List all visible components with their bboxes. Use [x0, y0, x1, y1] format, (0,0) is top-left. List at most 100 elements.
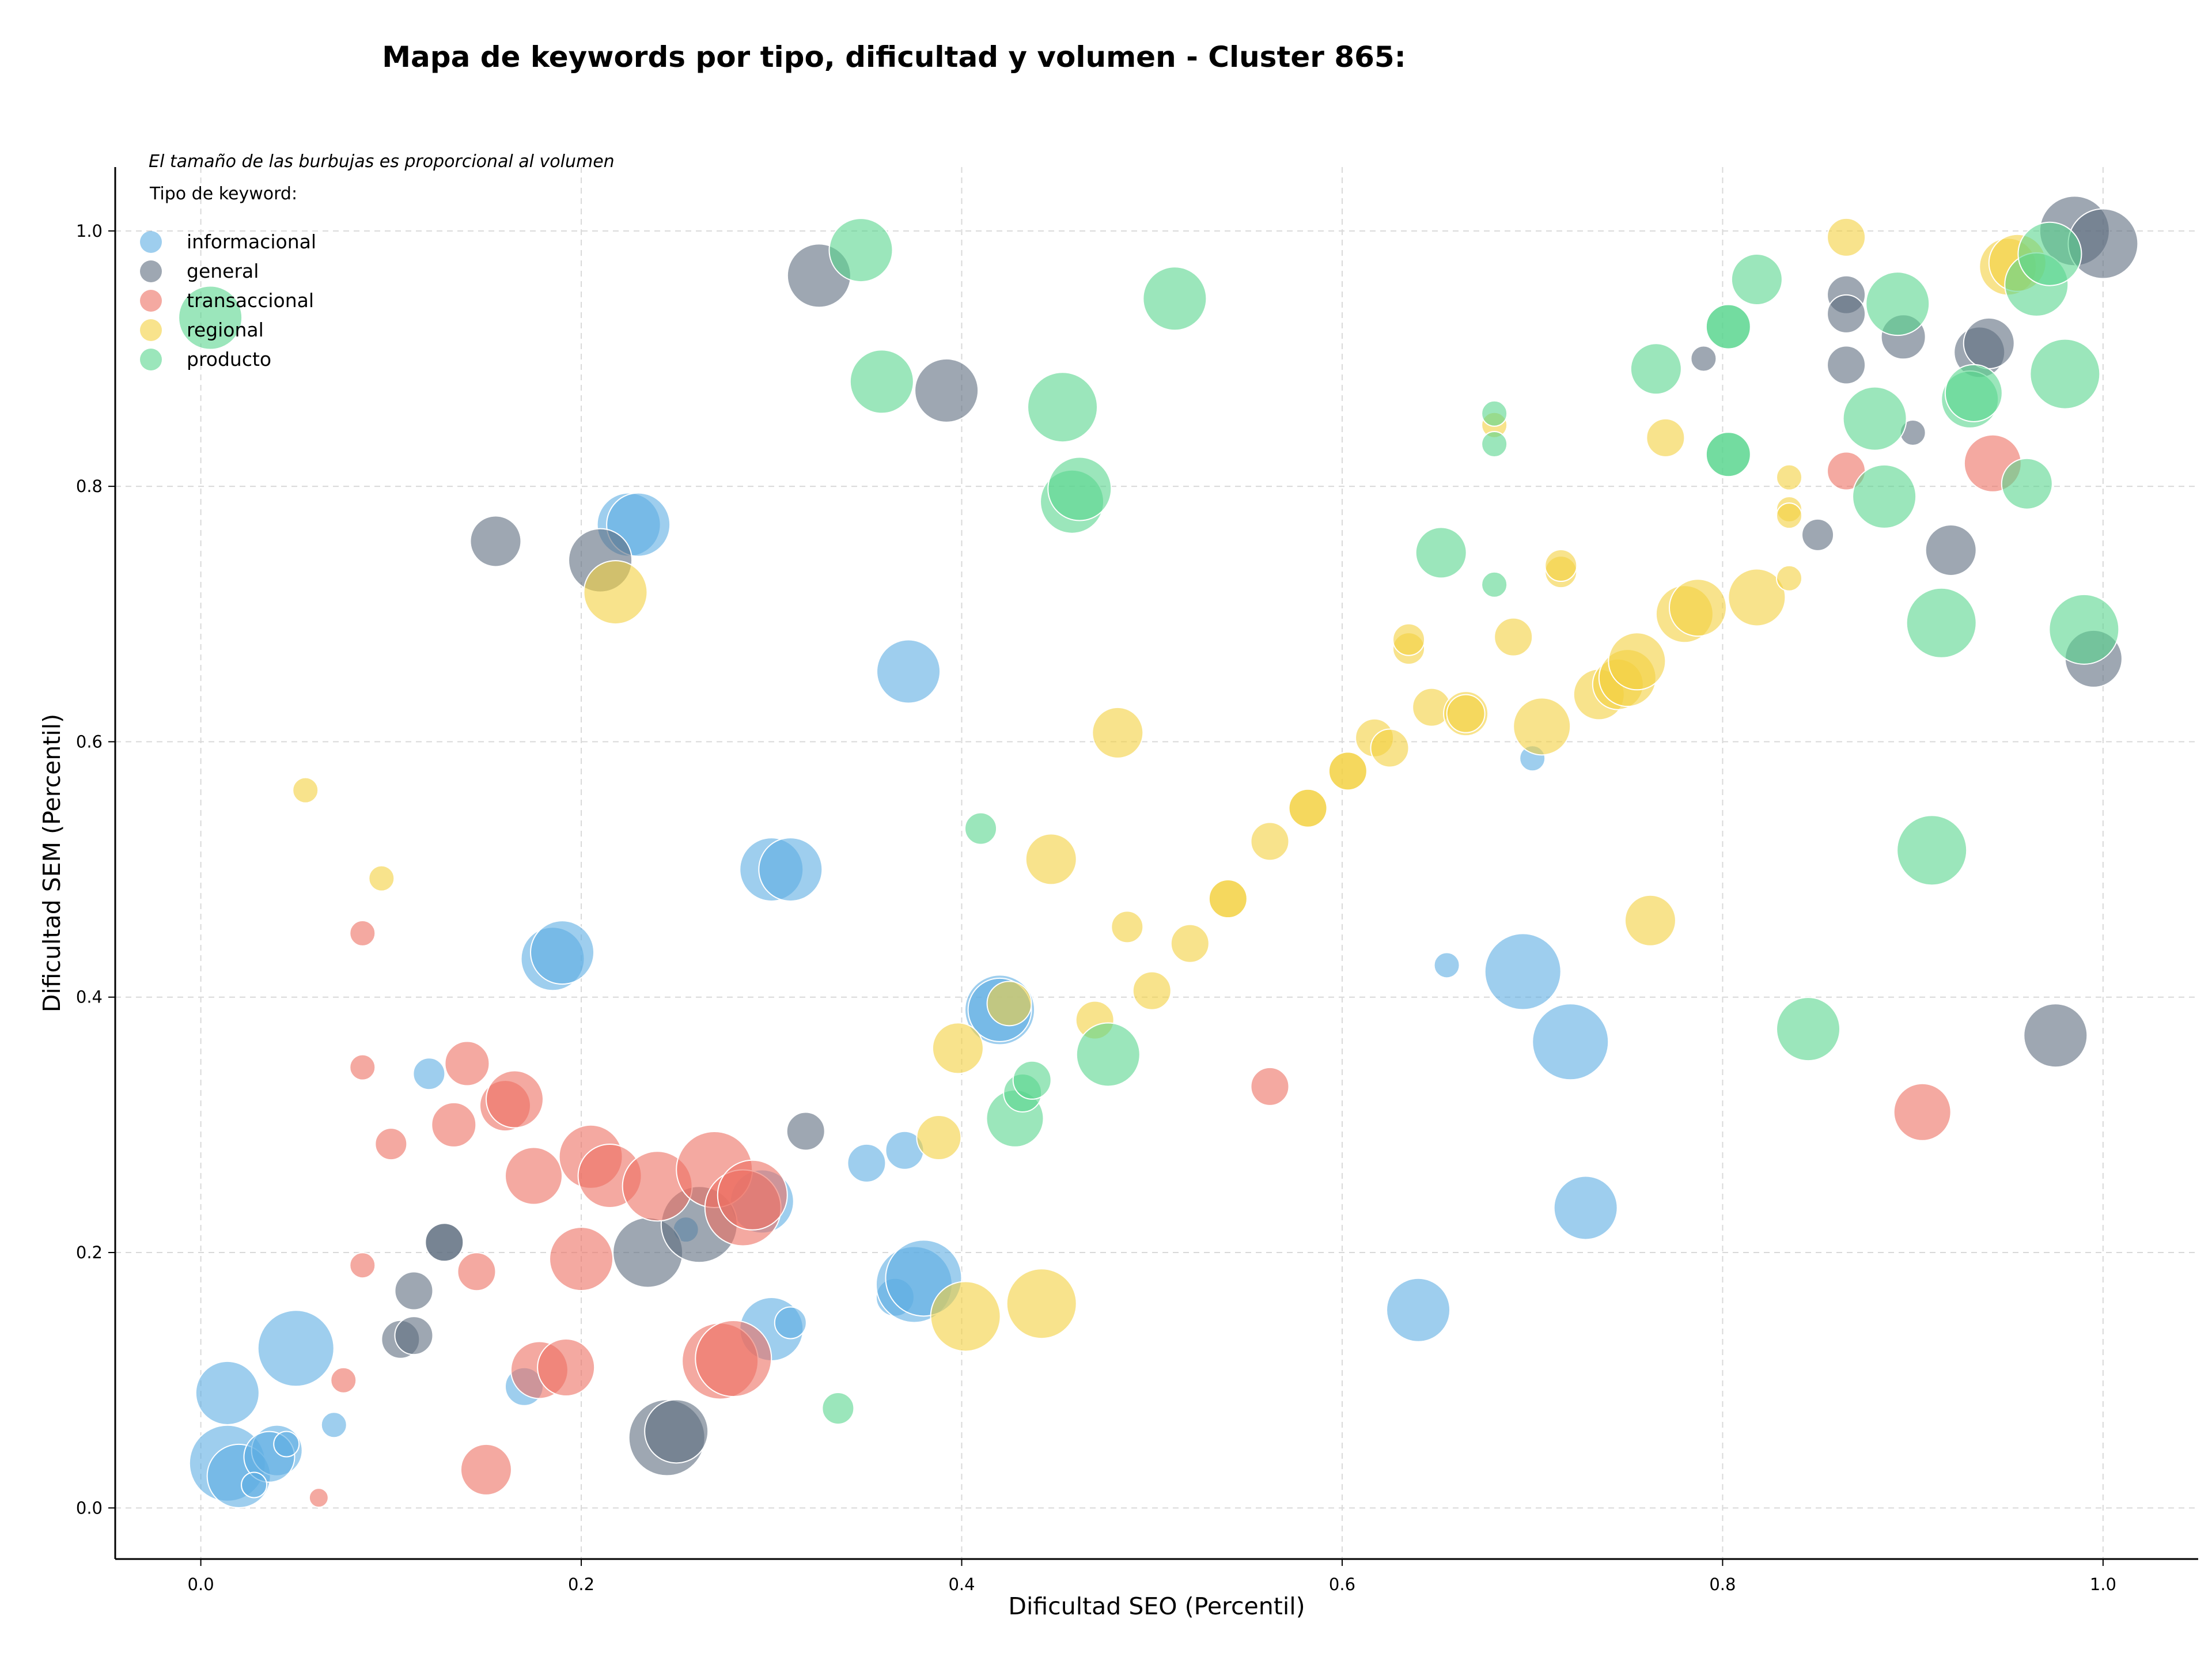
bubble-producto [2001, 457, 2053, 510]
bubble-producto [2029, 338, 2101, 410]
bubble-informacional [195, 1360, 260, 1425]
bubble-general [786, 1111, 825, 1151]
y-tick-label: 0.8 [76, 476, 103, 496]
y-axis-ticks: 0.0 0.2 0.4 0.6 0.8 1.0 [76, 221, 115, 1518]
bubble-regional [1646, 418, 1685, 457]
y-tick-label: 0.4 [76, 987, 103, 1007]
bubble-producto [1027, 372, 1099, 443]
grid-lines [115, 167, 2198, 1559]
bubble-transaccional [537, 1338, 596, 1397]
bubble-producto [828, 218, 893, 283]
bubble-producto [1047, 456, 1112, 521]
x-tick-label: 0.0 [188, 1575, 214, 1594]
bubble-informacional [241, 1471, 268, 1499]
bubble-transaccional [695, 1320, 772, 1398]
bubble-transaccional [549, 1227, 614, 1292]
x-axis-label: Dificultad SEO (Percentil) [1008, 1592, 1305, 1620]
bubble-transaccional [1893, 1083, 1952, 1141]
y-tick-label: 1.0 [76, 221, 103, 241]
bubble-general [425, 1223, 464, 1262]
bubble-producto [1075, 1022, 1141, 1087]
bubble-regional [1776, 464, 1803, 491]
bubble-transaccional [349, 1252, 376, 1279]
bubble-transaccional [457, 1252, 497, 1292]
bubble-regional [986, 981, 1032, 1027]
x-tick-label: 0.4 [948, 1575, 975, 1594]
bubble-layer [178, 195, 2139, 1508]
bubble-regional [1092, 706, 1144, 759]
bubble-producto [1142, 266, 1207, 331]
bubble-producto [1481, 400, 1508, 427]
x-tick-label: 0.6 [1329, 1575, 1355, 1594]
bubble-regional [583, 560, 648, 625]
legend-label-informacional: informacional [187, 230, 316, 253]
bubble-transaccional [431, 1102, 477, 1148]
bubble-general [394, 1271, 434, 1311]
bubble-informacional [273, 1431, 300, 1458]
y-tick-label: 0.0 [76, 1498, 103, 1518]
bubble-producto [849, 349, 914, 414]
bubble-regional [1776, 502, 1803, 529]
bubble-producto [1705, 304, 1751, 350]
bubble-regional [1624, 894, 1676, 947]
x-tick-label: 1.0 [2090, 1575, 2116, 1594]
bubble-transaccional [374, 1127, 408, 1161]
bubble-informacional [320, 1412, 347, 1439]
bubble-general [1801, 518, 1835, 551]
bubble-producto [1906, 587, 1977, 659]
bubble-regional [1250, 822, 1290, 861]
bubble-regional [1208, 879, 1248, 919]
bubble-producto [1481, 571, 1508, 598]
legend: El tamaño de las burbujas es proporciona… [140, 152, 615, 370]
bubble-producto [178, 285, 243, 350]
bubble-regional [1392, 623, 1426, 656]
bubble-producto [1630, 343, 1682, 395]
bubble-transaccional [349, 1054, 376, 1081]
bubble-general [394, 1316, 434, 1356]
bubble-informacional [1532, 1003, 1609, 1081]
bubble-general [1925, 524, 1977, 576]
bubble-regional [1132, 971, 1172, 1011]
bubble-producto [1842, 386, 1907, 451]
bubble-producto [1012, 1060, 1052, 1100]
bubble-regional [368, 865, 395, 892]
bubble-producto [964, 812, 998, 845]
bubble-regional [1513, 697, 1571, 756]
bubble-regional [930, 1281, 1001, 1352]
bubble-informacional [758, 837, 823, 902]
y-tick-label: 0.2 [76, 1243, 103, 1262]
bubble-informacional [412, 1057, 446, 1091]
bubble-informacional [257, 1310, 335, 1387]
bubble-transaccional [485, 1070, 544, 1129]
y-tick-label: 0.6 [76, 732, 103, 751]
size-note: El tamaño de las burbujas es proporciona… [149, 152, 615, 172]
bubble-regional [916, 1115, 962, 1161]
bubble-regional [1827, 217, 1866, 257]
legend-label-regional: regional [187, 319, 264, 341]
bubble-regional [1111, 910, 1144, 944]
bubble-regional [931, 1022, 984, 1074]
legend-label-producto: producto [187, 348, 271, 370]
bubble-general [914, 358, 979, 423]
bubble-producto [2017, 221, 2082, 286]
bubble-informacional [1553, 1175, 1618, 1240]
bubble-regional [1608, 632, 1666, 691]
bubble-producto [1865, 271, 1930, 336]
bubble-producto [1705, 432, 1751, 478]
bubble-general [1827, 294, 1866, 334]
bubble-general [1963, 317, 2015, 369]
legend-marker-informacional [140, 231, 162, 253]
legend-marker-regional [140, 319, 162, 341]
x-tick-label: 0.2 [568, 1575, 594, 1594]
bubble-informacional [847, 1143, 887, 1183]
bubble-transaccional [349, 920, 376, 947]
bubble-regional [1494, 617, 1533, 657]
bubble-general [644, 1399, 709, 1464]
bubble-transaccional [505, 1147, 563, 1205]
bubble-transaccional [444, 1041, 490, 1087]
bubble-regional [1328, 751, 1368, 791]
bubble-transaccional [308, 1488, 329, 1508]
bubble-producto [821, 1391, 855, 1425]
bubble-informacional [1386, 1277, 1451, 1342]
x-tick-label: 0.8 [1709, 1575, 1736, 1594]
